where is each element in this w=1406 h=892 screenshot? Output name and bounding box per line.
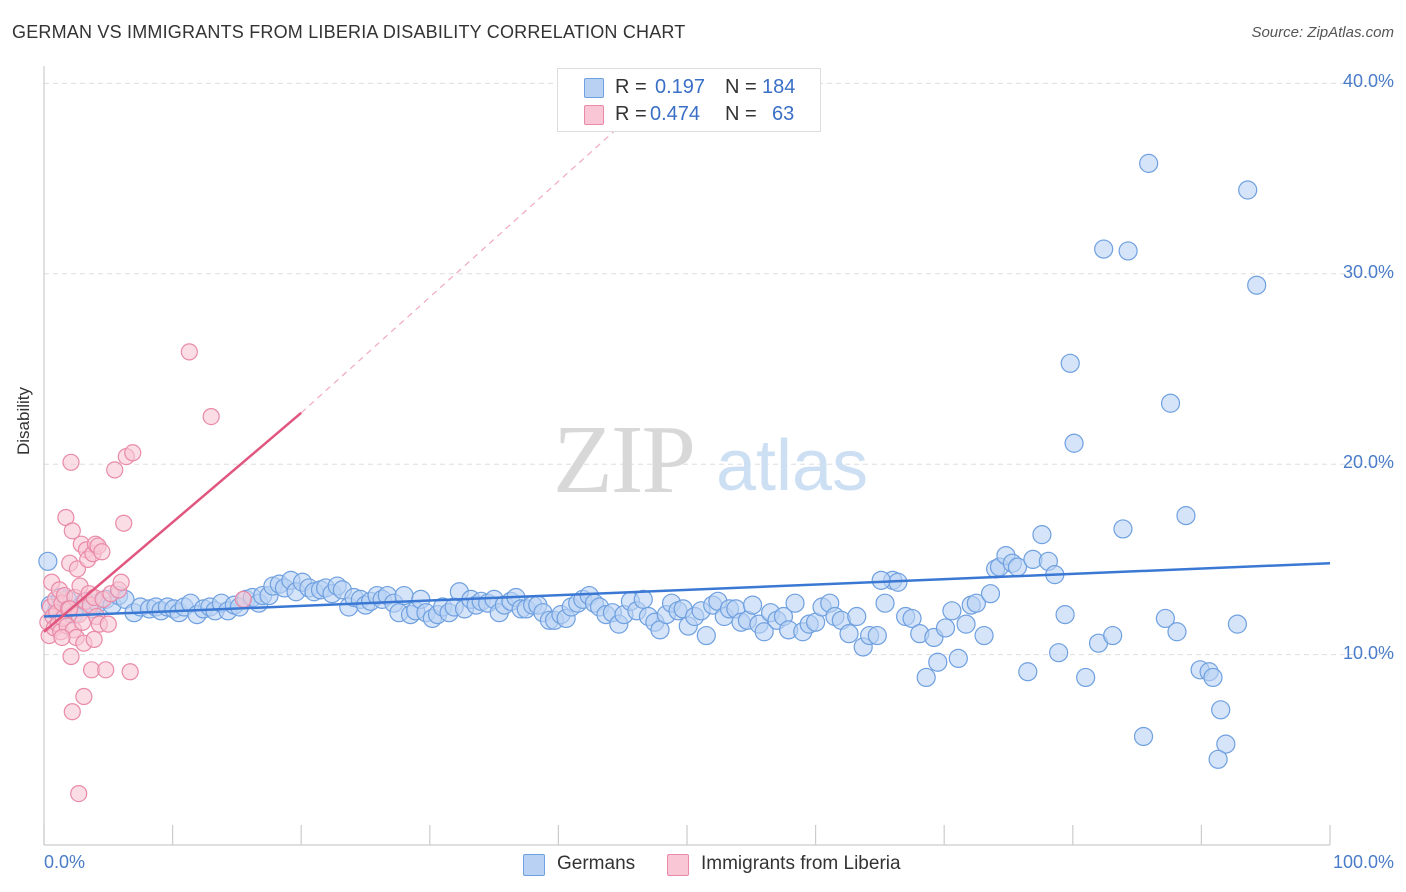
germans-point bbox=[1103, 625, 1123, 646]
legend-label-germans: Germans bbox=[557, 853, 636, 874]
liberia-trend-extension bbox=[300, 111, 636, 414]
stats-swatch-liberia bbox=[584, 105, 604, 125]
germans-point bbox=[754, 622, 774, 642]
germans-point bbox=[1155, 608, 1175, 629]
liberia-point bbox=[112, 573, 130, 591]
germans-point bbox=[1032, 525, 1052, 545]
liberia-point bbox=[62, 453, 80, 471]
germans-point bbox=[1133, 726, 1154, 747]
stats-box: R = 0.197 N = 184 R = 0.474 N = 63 bbox=[557, 68, 821, 132]
liberia-point bbox=[121, 663, 139, 681]
germans-point bbox=[38, 551, 58, 571]
stats-n-value: 184 bbox=[762, 76, 796, 98]
liberia-point bbox=[85, 630, 103, 648]
liberia-point bbox=[234, 590, 252, 608]
germans-point bbox=[633, 589, 653, 609]
germans-point bbox=[1203, 667, 1223, 688]
axes bbox=[43, 66, 1331, 846]
y-tick-label: 20.0% bbox=[1342, 452, 1394, 473]
liberia-point bbox=[124, 444, 142, 462]
germans-point bbox=[1238, 180, 1258, 200]
liberia-point bbox=[75, 687, 93, 706]
germans-point bbox=[956, 614, 976, 634]
liberia-points bbox=[39, 343, 252, 803]
liberia-point bbox=[106, 461, 124, 479]
y-tick-label: 40.0% bbox=[1342, 71, 1394, 92]
liberia-trend-line bbox=[43, 411, 303, 633]
germans-point bbox=[1160, 393, 1181, 413]
y-tick-label: 30.0% bbox=[1342, 261, 1394, 282]
chart-title: GERMAN VS IMMIGRANTS FROM LIBERIA DISABI… bbox=[12, 22, 686, 42]
germans-point bbox=[1216, 734, 1236, 754]
stats-n-value: 63 bbox=[772, 103, 795, 125]
germans-point bbox=[839, 624, 859, 644]
germans-point bbox=[785, 593, 805, 613]
stats-r-label: R = bbox=[615, 76, 647, 98]
germans-point bbox=[966, 593, 986, 613]
germans-point bbox=[942, 601, 962, 621]
watermark-atlas: atlas bbox=[716, 426, 868, 506]
germans-point bbox=[1139, 153, 1159, 173]
watermark-zip: ZIP bbox=[553, 406, 694, 514]
germans-point bbox=[1227, 614, 1248, 634]
germans-trend-line bbox=[43, 561, 1331, 618]
germans-point bbox=[875, 593, 895, 613]
stats-r-label: R = bbox=[615, 103, 647, 125]
liberia-point bbox=[53, 628, 71, 647]
liberia-point bbox=[63, 703, 81, 721]
germans-point bbox=[935, 618, 956, 638]
germans-point bbox=[1049, 643, 1069, 663]
stats-swatch-germans bbox=[584, 78, 604, 98]
liberia-point bbox=[99, 615, 117, 633]
germans-point bbox=[1076, 667, 1096, 688]
stats-row-germans: R = 0.197 N = 184 bbox=[558, 74, 820, 100]
germans-point bbox=[1113, 519, 1133, 539]
germans-point bbox=[867, 625, 887, 646]
liberia-point bbox=[115, 514, 133, 532]
germans-point bbox=[1118, 241, 1138, 261]
stats-row-liberia: R = 0.474 N = 63 bbox=[558, 101, 820, 127]
germans-point bbox=[742, 595, 763, 615]
liberia-point bbox=[62, 647, 80, 666]
germans-point bbox=[1064, 433, 1084, 453]
germans-point bbox=[847, 606, 867, 627]
germans-point bbox=[696, 625, 716, 646]
germans-point bbox=[902, 608, 922, 629]
germans-point bbox=[948, 648, 968, 669]
germans-point bbox=[1055, 605, 1075, 625]
germans-point bbox=[1247, 275, 1267, 295]
legend-swatch-germans bbox=[523, 854, 545, 876]
x-tick-label-min: 0.0% bbox=[44, 852, 86, 872]
liberia-point bbox=[63, 522, 81, 540]
x-tick-label-max: 100.0% bbox=[1332, 852, 1394, 872]
stats-n-label: N = bbox=[725, 76, 757, 98]
germans-point bbox=[1060, 353, 1080, 373]
stats-n-label: N = bbox=[725, 103, 757, 125]
legend: Germans Immigrants from Liberia bbox=[0, 852, 1406, 878]
stats-r-value: 0.197 bbox=[655, 76, 706, 98]
liberia-point bbox=[180, 343, 198, 361]
germans-point bbox=[1094, 239, 1114, 259]
germans-point bbox=[980, 584, 1001, 604]
germans-point bbox=[1018, 662, 1038, 682]
legend-swatch-liberia bbox=[667, 854, 689, 876]
y-axis-title: Disability bbox=[14, 386, 33, 455]
liberia-point bbox=[97, 661, 115, 679]
liberia-point bbox=[202, 408, 220, 426]
germans-point bbox=[974, 625, 994, 646]
germans-point bbox=[1211, 700, 1231, 720]
germans-point bbox=[1167, 622, 1187, 642]
liberia-point bbox=[93, 543, 111, 561]
germans-point bbox=[928, 652, 948, 672]
trend-lines bbox=[43, 111, 1331, 633]
y-tick-label: 10.0% bbox=[1342, 642, 1394, 663]
source-label: Source: ZipAtlas.com bbox=[1251, 24, 1394, 41]
stats-r-value: 0.474 bbox=[650, 103, 701, 125]
germans-point bbox=[1208, 749, 1228, 769]
germans-point bbox=[1176, 506, 1196, 526]
legend-label-liberia: Immigrants from Liberia bbox=[701, 853, 901, 874]
germans-point bbox=[916, 667, 936, 688]
liberia-point bbox=[70, 784, 88, 803]
